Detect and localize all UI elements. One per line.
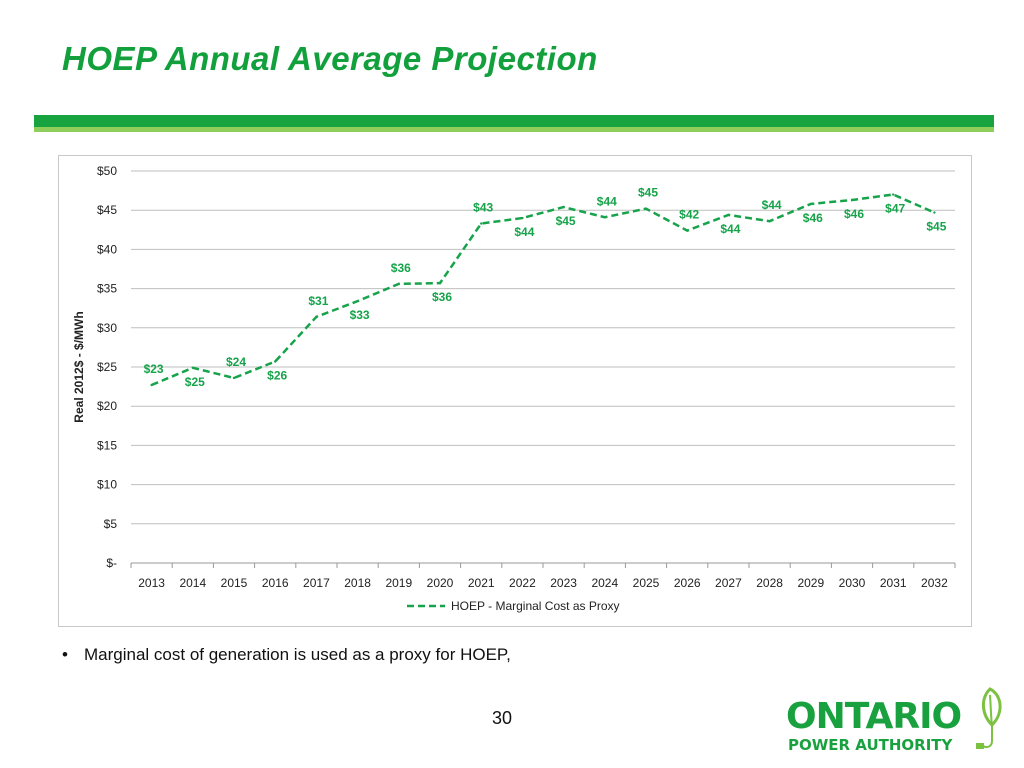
- x-tick-label: 2032: [921, 576, 948, 590]
- data-label: $46: [844, 207, 864, 221]
- y-tick-label: $40: [97, 242, 117, 256]
- data-label: $36: [432, 290, 452, 304]
- x-tick-label: 2016: [262, 576, 289, 590]
- data-point: [644, 207, 648, 210]
- x-tick-label: 2017: [303, 576, 330, 590]
- x-tick-label: 2024: [591, 576, 618, 590]
- x-tick-label: 2020: [427, 576, 454, 590]
- data-label: $44: [720, 222, 740, 236]
- logo-subtitle: POWER AUTHORITY: [788, 736, 953, 754]
- y-tick-label: $30: [97, 321, 117, 335]
- logo-wordmark: ONTARIO: [786, 696, 962, 737]
- data-point: [315, 315, 318, 319]
- x-tick-label: 2019: [385, 576, 412, 590]
- data-label: $44: [762, 198, 782, 212]
- y-tick-label: $15: [97, 438, 117, 452]
- data-point: [438, 281, 442, 285]
- y-tick-label: $10: [97, 478, 117, 492]
- header-band-light: [34, 127, 994, 132]
- data-point: [274, 360, 277, 363]
- data-label: $44: [514, 225, 534, 239]
- data-point: [727, 213, 730, 217]
- data-label: $26: [267, 369, 287, 383]
- data-label: $33: [350, 308, 370, 322]
- bullet-item: • Marginal cost of generation is used as …: [62, 645, 511, 665]
- data-label: $44: [597, 194, 617, 208]
- x-tick-label: 2030: [839, 576, 866, 590]
- page-number: 30: [492, 708, 513, 728]
- data-point: [933, 211, 936, 214]
- data-point: [686, 229, 689, 232]
- x-tick-label: 2018: [344, 576, 371, 590]
- x-tick-label: 2015: [221, 576, 248, 590]
- data-point: [562, 205, 565, 209]
- data-label: $36: [391, 261, 411, 275]
- x-tick-label: 2022: [509, 576, 536, 590]
- data-label: $45: [556, 214, 576, 228]
- y-tick-label: $35: [97, 282, 117, 296]
- data-point: [521, 216, 524, 220]
- data-point: [809, 202, 812, 206]
- data-point: [603, 216, 606, 219]
- data-point: [768, 219, 771, 223]
- x-tick-label: 2013: [138, 576, 165, 590]
- x-tick-label: 2014: [179, 576, 206, 590]
- data-label: $31: [308, 294, 328, 308]
- data-label: $45: [638, 186, 658, 200]
- chart-frame: $- $5 $10 $15 $20 $25 $30 $35 $40 $45 $50 2013 2014 2…: [58, 155, 972, 627]
- data-point: [480, 222, 483, 225]
- data-point: [191, 366, 194, 369]
- bullet-text: Marginal cost of generation is used as a…: [84, 645, 511, 664]
- line-chart: $- $5 $10 $15 $20 $25 $30 $35 $40 $45 $50 2013 2014 2…: [72, 164, 956, 613]
- y-tick-label: $-: [106, 556, 117, 570]
- data-label: $47: [885, 202, 905, 216]
- data-label: $24: [226, 355, 246, 369]
- x-tick-label: 2023: [550, 576, 577, 590]
- y-tick-label: $20: [97, 399, 117, 413]
- y-tick-label: $5: [104, 517, 118, 531]
- x-tick-label: 2028: [756, 576, 783, 590]
- ontario-power-authority-logo: ONTARIO POWER AUTHORITY: [786, 685, 1016, 765]
- x-tick-label: 2025: [633, 576, 660, 590]
- y-tick-label: $45: [97, 203, 117, 217]
- data-label: $23: [144, 362, 164, 376]
- data-label: $43: [473, 201, 493, 215]
- header-band-dark: [34, 115, 994, 127]
- bullet-icon: •: [62, 645, 68, 664]
- x-tick-label: 2026: [674, 576, 701, 590]
- data-point: [150, 383, 153, 387]
- data-point: [397, 282, 400, 286]
- x-tick-label: 2031: [880, 576, 907, 590]
- x-tick-label: 2021: [468, 576, 495, 590]
- series-line: [151, 193, 935, 387]
- data-point: [232, 376, 236, 380]
- data-point: [356, 299, 359, 303]
- y-tick-label: $50: [97, 164, 117, 178]
- data-label: $45: [926, 220, 946, 234]
- y-axis-title: Real 2012$ - $/MWh: [72, 311, 86, 422]
- x-tick-label: 2029: [797, 576, 824, 590]
- data-label: $46: [803, 211, 823, 225]
- data-point: [892, 193, 895, 196]
- y-tick-label: $25: [97, 360, 117, 374]
- legend-label: HOEP - Marginal Cost as Proxy: [451, 599, 620, 613]
- leaf-plug-icon: [976, 687, 1002, 749]
- data-label: $42: [679, 208, 699, 222]
- data-label: $25: [185, 375, 205, 389]
- data-point: [850, 198, 854, 202]
- slide-title: HOEP Annual Average Projection: [62, 40, 598, 77]
- x-tick-label: 2027: [715, 576, 742, 590]
